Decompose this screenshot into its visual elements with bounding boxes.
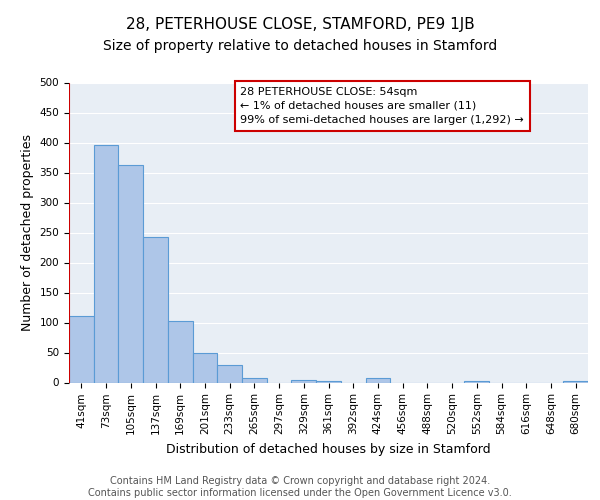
Bar	[365, 378, 390, 382]
Bar	[316, 380, 341, 382]
Bar	[143, 236, 168, 382]
Bar	[292, 380, 316, 382]
Bar	[69, 316, 94, 382]
Text: 28 PETERHOUSE CLOSE: 54sqm
← 1% of detached houses are smaller (11)
99% of semi-: 28 PETERHOUSE CLOSE: 54sqm ← 1% of detac…	[240, 87, 524, 125]
Bar	[94, 145, 118, 382]
Bar	[242, 378, 267, 382]
X-axis label: Distribution of detached houses by size in Stamford: Distribution of detached houses by size …	[166, 442, 491, 456]
Bar	[217, 364, 242, 382]
Bar	[193, 352, 217, 382]
Bar	[168, 320, 193, 382]
Bar	[118, 166, 143, 382]
Text: Contains HM Land Registry data © Crown copyright and database right 2024.
Contai: Contains HM Land Registry data © Crown c…	[88, 476, 512, 498]
Y-axis label: Number of detached properties: Number of detached properties	[21, 134, 34, 331]
Text: 28, PETERHOUSE CLOSE, STAMFORD, PE9 1JB: 28, PETERHOUSE CLOSE, STAMFORD, PE9 1JB	[125, 18, 475, 32]
Text: Size of property relative to detached houses in Stamford: Size of property relative to detached ho…	[103, 39, 497, 53]
